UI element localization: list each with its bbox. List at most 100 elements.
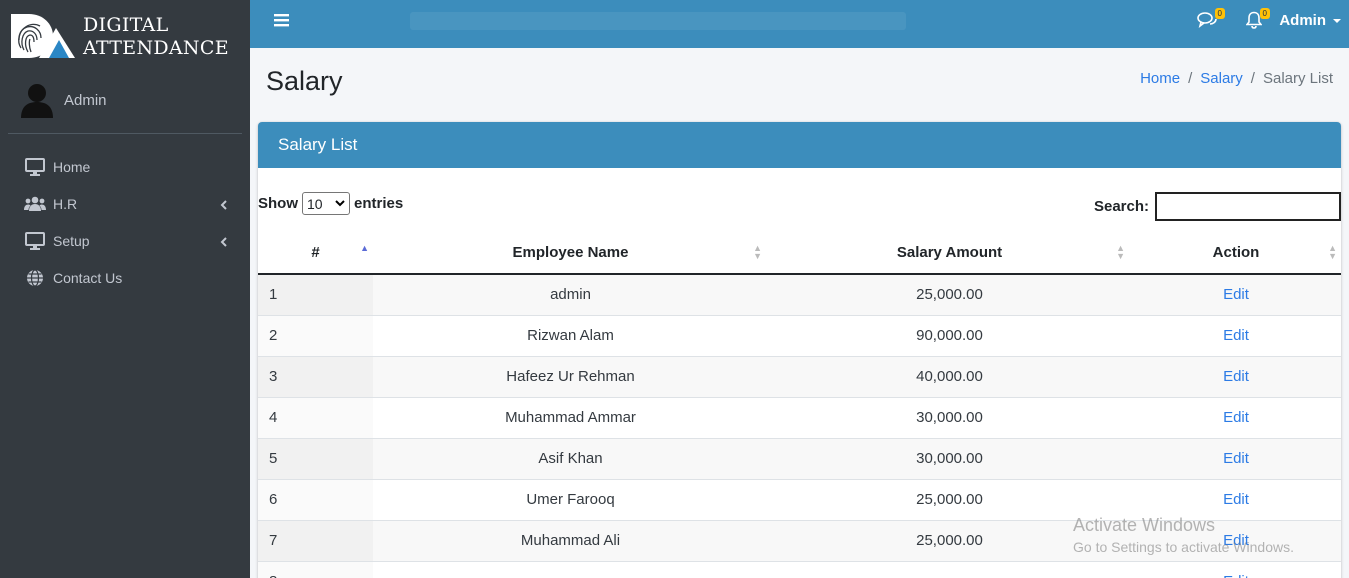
cell-employee-name: admin — [373, 273, 768, 315]
user-name[interactable]: Admin — [64, 92, 107, 109]
cell-id: 5 — [258, 437, 373, 479]
sidebar: DIGITAL ATTENDANCE Admin Home H.R — [0, 0, 250, 578]
edit-link[interactable]: Edit — [1131, 273, 1341, 315]
watermark-subtitle: Go to Settings to activate Windows. — [1073, 539, 1294, 555]
cell-salary-amount: 25,000.00 — [768, 273, 1131, 315]
show-label: Show — [258, 195, 298, 212]
chevron-down-icon — [335, 200, 345, 207]
cell-salary-amount: 30,000.00 — [768, 396, 1131, 438]
chat-icon — [1197, 12, 1217, 28]
cell-id: 2 — [258, 314, 373, 356]
table-row: 8 Edit — [258, 560, 1341, 578]
sidebar-item-label: Contact Us — [53, 269, 123, 286]
column-header-id[interactable]: # ▲ — [258, 232, 373, 275]
sidebar-item-label: Setup — [53, 232, 90, 249]
breadcrumb-separator: / — [1250, 70, 1255, 87]
fingerprint-logo-icon — [11, 14, 75, 58]
chevron-left-icon — [220, 234, 228, 250]
sidebar-item-label: H.R — [53, 195, 78, 212]
salary-list-card: Salary List Show 10 entries Search: # ▲ … — [258, 122, 1341, 578]
activate-windows-watermark: Activate Windows Go to Settings to activ… — [1073, 515, 1294, 555]
edit-link[interactable]: Edit — [1131, 478, 1341, 520]
sidebar-item-setup[interactable]: Setup — [8, 222, 242, 259]
salary-table: # ▲ Employee Name ▲ ▼ Salary Amount ▲ ▼ Ac… — [258, 232, 1341, 578]
monitor-icon — [23, 157, 47, 177]
breadcrumb-separator: / — [1188, 70, 1193, 87]
brand-line-2: ATTENDANCE — [83, 37, 229, 59]
column-header-label: Salary Amount — [896, 244, 1003, 261]
cell-employee-name: Umer Farooq — [373, 478, 768, 520]
edit-link[interactable]: Edit — [1131, 519, 1341, 561]
sidebar-nav: Home H.R Setup Contact Us — [8, 148, 242, 296]
sidebar-item-contact-us[interactable]: Contact Us — [8, 259, 242, 296]
entries-select-value: 10 — [307, 195, 323, 212]
cell-employee-name — [373, 560, 768, 578]
monitor-icon — [23, 231, 47, 251]
cell-employee-name: Muhammad Ali — [373, 519, 768, 561]
messages-button[interactable]: 0 — [1197, 8, 1225, 34]
sort-icon: ▲ ▼ — [1116, 243, 1125, 261]
cell-employee-name: Asif Khan — [373, 437, 768, 479]
table-row: 4 Muhammad Ammar 30,000.00 Edit — [258, 396, 1341, 438]
menu-toggle-icon[interactable] — [274, 12, 289, 33]
cell-employee-name: Rizwan Alam — [373, 314, 768, 356]
edit-link[interactable]: Edit — [1131, 355, 1341, 397]
sidebar-item-hr[interactable]: H.R — [8, 185, 242, 222]
cell-id: 1 — [258, 273, 373, 315]
bell-icon — [1245, 11, 1263, 29]
entries-label: entries — [354, 195, 404, 212]
sidebar-item-home[interactable]: Home — [8, 148, 242, 185]
brand-name: DIGITAL ATTENDANCE — [83, 14, 229, 60]
breadcrumb-salary-link[interactable]: Salary — [1200, 70, 1243, 87]
cell-id: 7 — [258, 519, 373, 561]
user-avatar-icon[interactable] — [20, 82, 54, 118]
cell-salary-amount: 30,000.00 — [768, 437, 1131, 479]
cell-id: 8 — [258, 560, 373, 578]
cell-salary-amount: 40,000.00 — [768, 355, 1131, 397]
navbar-search-area — [410, 12, 906, 30]
sort-icon: ▲ ▼ — [753, 243, 762, 261]
cell-id: 3 — [258, 355, 373, 397]
edit-link[interactable]: Edit — [1131, 314, 1341, 356]
page-title: Salary — [266, 66, 343, 96]
watermark-title: Activate Windows — [1073, 515, 1216, 535]
search-label: Search: — [1093, 198, 1149, 215]
brand-line-1: DIGITAL — [83, 14, 169, 36]
column-header-salary-amount[interactable]: Salary Amount ▲ ▼ — [768, 232, 1131, 275]
user-menu-dropdown[interactable]: Admin — [1279, 12, 1341, 29]
user-panel: Admin — [8, 70, 242, 134]
cell-employee-name: Muhammad Ammar — [373, 396, 768, 438]
edit-link[interactable]: Edit — [1131, 396, 1341, 438]
edit-link[interactable]: Edit — [1131, 437, 1341, 479]
column-header-label: Action — [1212, 244, 1260, 261]
column-header-label: Employee Name — [512, 244, 629, 261]
table-row: 1 admin 25,000.00 Edit — [258, 273, 1341, 315]
table-row: 7 Muhammad Ali 25,000.00 Edit — [258, 519, 1341, 561]
table-search: Search: — [1094, 192, 1341, 221]
cell-id: 6 — [258, 478, 373, 520]
cell-id: 4 — [258, 396, 373, 438]
breadcrumb-current: Salary List — [1262, 70, 1333, 87]
chevron-left-icon — [220, 197, 228, 213]
caret-down-icon — [1333, 18, 1341, 23]
edit-link[interactable]: Edit — [1131, 560, 1341, 578]
users-icon — [23, 194, 47, 214]
search-input[interactable] — [1155, 192, 1341, 221]
notifications-button[interactable]: 0 — [1245, 8, 1270, 34]
table-row: 3 Hafeez Ur Rehman 40,000.00 Edit — [258, 355, 1341, 397]
notifications-badge: 0 — [1259, 8, 1270, 19]
cell-employee-name: Hafeez Ur Rehman — [373, 355, 768, 397]
entries-length-control: Show 10 entries — [258, 192, 403, 215]
cell-salary-amount: 25,000.00 — [768, 519, 1131, 561]
cell-salary-amount: 90,000.00 — [768, 314, 1131, 356]
messages-badge: 0 — [1214, 8, 1225, 19]
breadcrumb-home-link[interactable]: Home — [1140, 70, 1181, 87]
card-title: Salary List — [258, 122, 1341, 168]
sort-asc-icon: ▲ — [360, 243, 369, 253]
entries-select[interactable]: 10 — [302, 192, 350, 215]
column-header-action[interactable]: Action ▲ ▼ — [1131, 232, 1341, 275]
brand-link[interactable]: DIGITAL ATTENDANCE — [0, 0, 250, 70]
table-row: 5 Asif Khan 30,000.00 Edit — [258, 437, 1341, 479]
column-header-employee-name[interactable]: Employee Name ▲ ▼ — [373, 232, 768, 275]
sort-icon: ▲ ▼ — [1328, 243, 1337, 261]
